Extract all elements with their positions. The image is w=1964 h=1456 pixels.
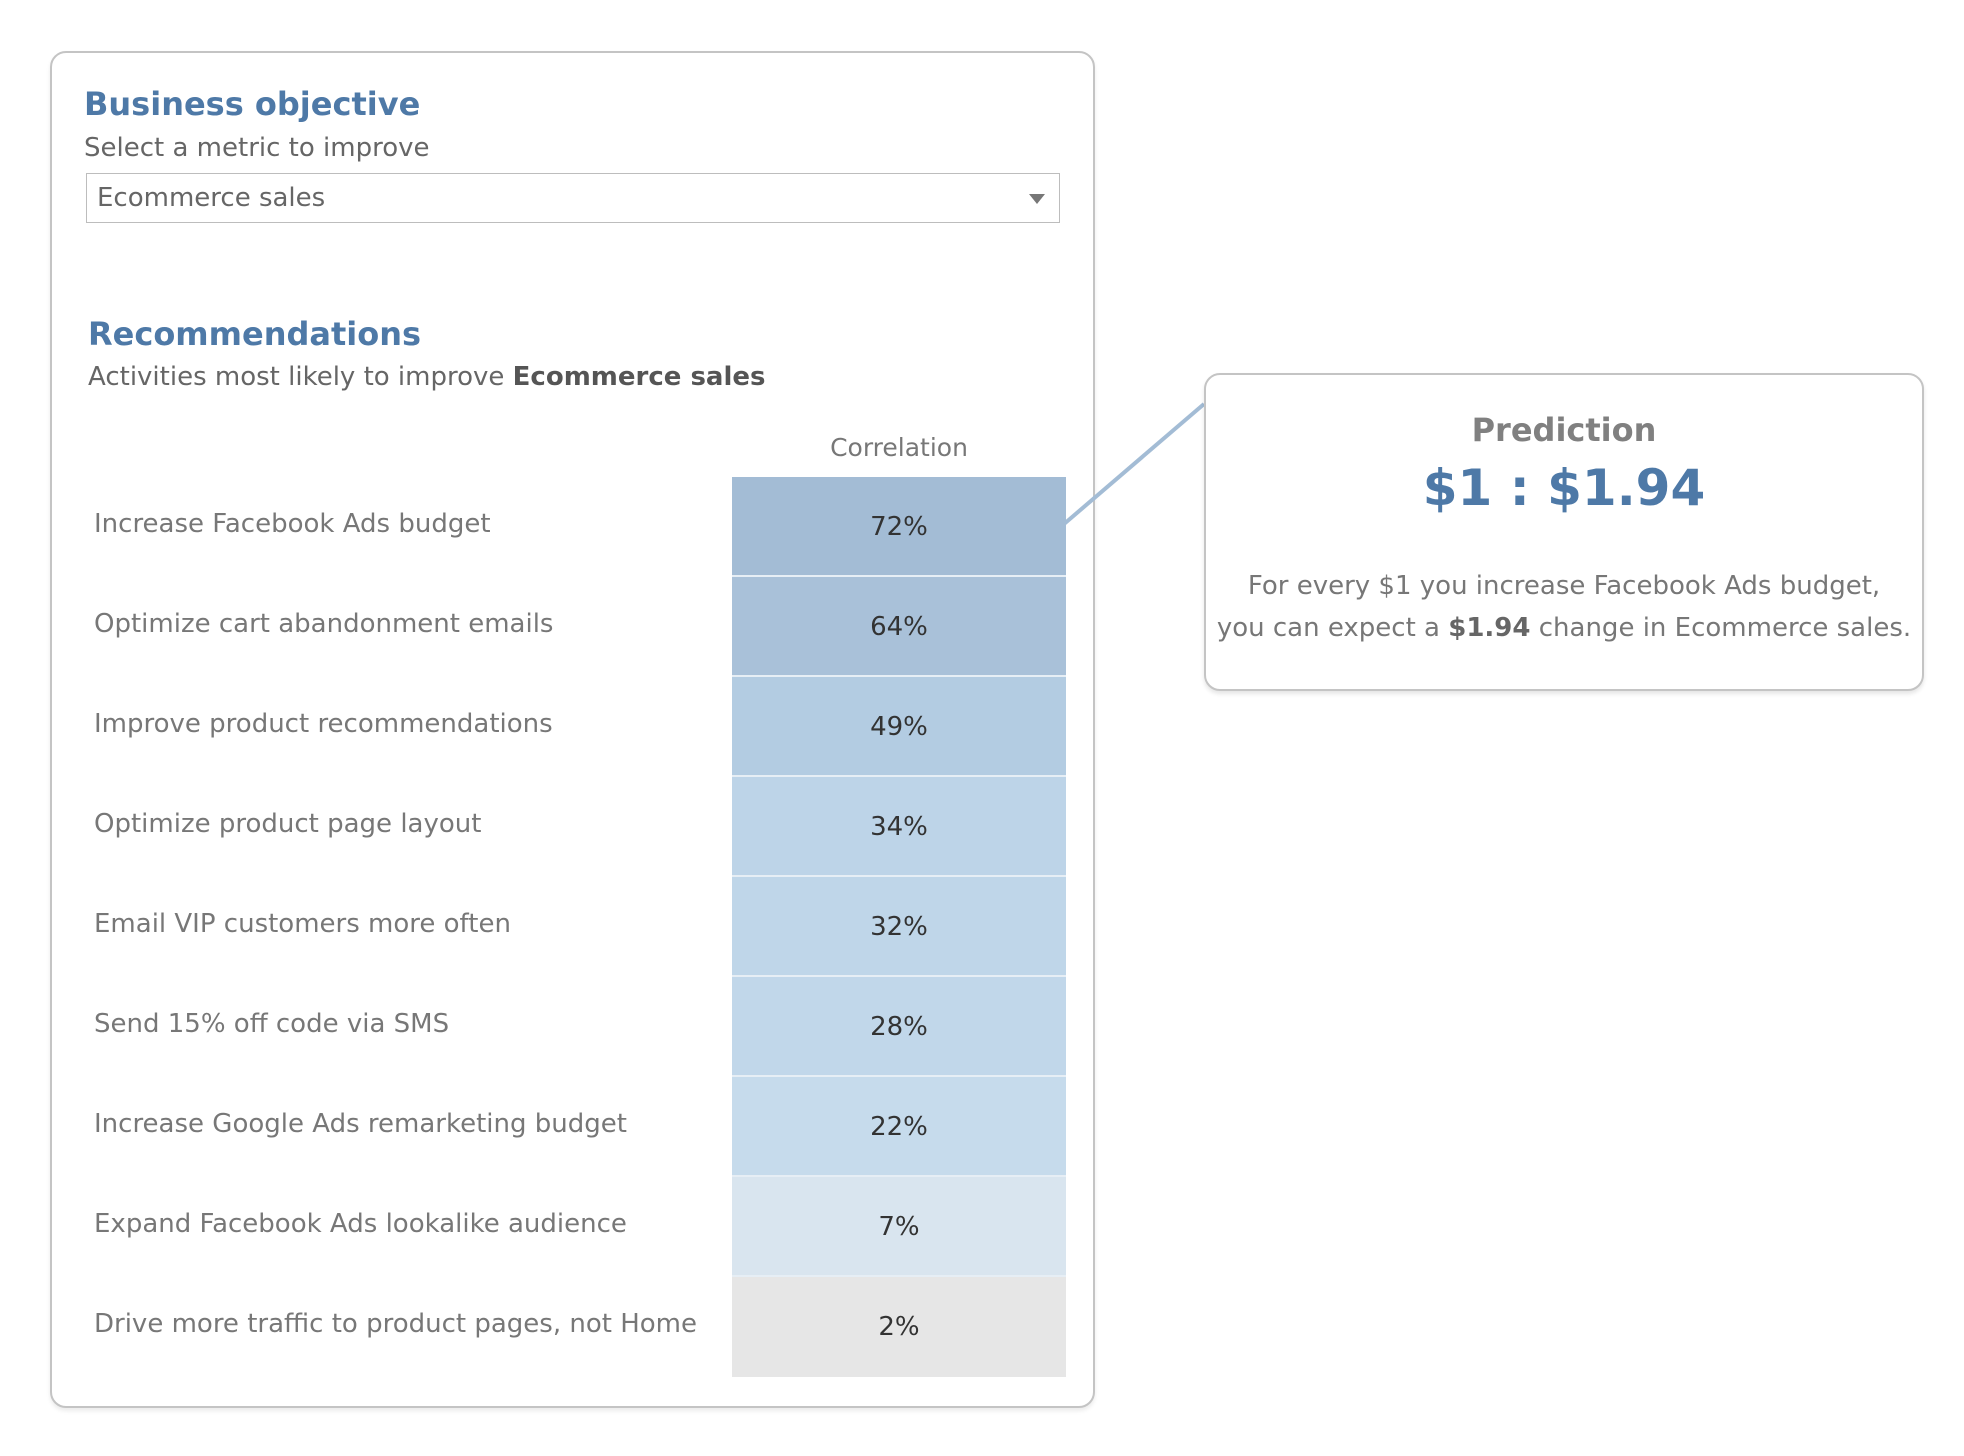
correlation-column-header: Correlation xyxy=(830,433,968,462)
recommendations-title: Recommendations xyxy=(88,315,422,353)
metric-dropdown-value: Ecommerce sales xyxy=(97,183,326,213)
correlation-cell[interactable]: 28% xyxy=(732,977,1066,1077)
correlation-cell[interactable]: 72% xyxy=(732,477,1066,577)
recommendation-label: Expand Facebook Ads lookalike audience xyxy=(94,1209,627,1239)
prediction-description-line1: For every $1 you increase Facebook Ads b… xyxy=(1247,571,1881,601)
prediction-description-line2: you can expect a $1.94 change in Ecommer… xyxy=(1206,613,1922,643)
business-objective-panel: Business objective Select a metric to im… xyxy=(50,51,1095,1408)
correlation-cell[interactable]: 2% xyxy=(732,1277,1066,1377)
recommendation-label: Send 15% off code via SMS xyxy=(94,1009,450,1039)
recommendations-subtitle-metric: Ecommerce sales xyxy=(512,362,766,392)
prediction-line2-suffix: change in Ecommerce sales. xyxy=(1530,613,1912,643)
prediction-card: Prediction $1 : $1.94 For every $1 you i… xyxy=(1204,373,1924,691)
correlation-cell[interactable]: 7% xyxy=(732,1177,1066,1277)
recommendation-label: Increase Google Ads remarketing budget xyxy=(94,1109,627,1139)
recommendation-label: Increase Facebook Ads budget xyxy=(94,509,491,539)
recommendation-label: Email VIP customers more often xyxy=(94,909,511,939)
business-objective-title: Business objective xyxy=(84,85,421,123)
recommendations-subtitle-prefix: Activities most likely to improve xyxy=(88,362,513,392)
prediction-line2-prefix: you can expect a xyxy=(1216,613,1449,643)
correlation-cell[interactable]: 49% xyxy=(732,677,1066,777)
prediction-line2-amount: $1.94 xyxy=(1448,613,1531,643)
correlation-cell[interactable]: 64% xyxy=(732,577,1066,677)
correlation-cell[interactable]: 22% xyxy=(732,1077,1066,1177)
metric-dropdown[interactable]: Ecommerce sales xyxy=(86,173,1060,223)
prediction-ratio: $1 : $1.94 xyxy=(1422,459,1706,517)
prediction-title: Prediction xyxy=(1471,411,1657,449)
recommendation-label: Optimize cart abandonment emails xyxy=(94,609,554,639)
recommendation-label: Optimize product page layout xyxy=(94,809,482,839)
correlation-cell[interactable]: 32% xyxy=(732,877,1066,977)
correlation-cell[interactable]: 34% xyxy=(732,777,1066,877)
recommendations-subtitle: Activities most likely to improve Ecomme… xyxy=(88,362,766,392)
chevron-down-icon[interactable] xyxy=(1029,194,1045,204)
metric-select-prompt: Select a metric to improve xyxy=(84,133,430,163)
recommendation-label: Improve product recommendations xyxy=(94,709,553,739)
recommendation-label: Drive more traffic to product pages, not… xyxy=(94,1309,697,1339)
